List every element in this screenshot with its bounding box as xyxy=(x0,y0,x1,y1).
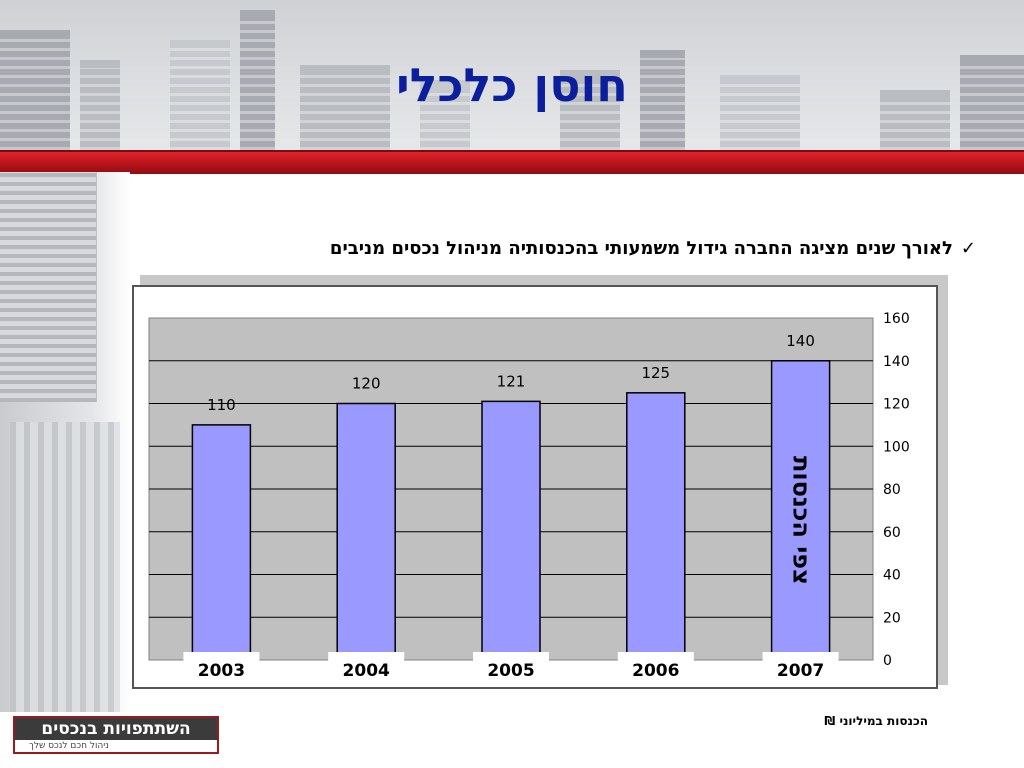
forecast-annotation: צפי הכנסות xyxy=(788,456,816,585)
x-tick-label-background xyxy=(473,652,549,682)
company-logo: השתתפויות בנכסים ניהול חכם לנכס שלך xyxy=(13,716,219,754)
bar-2007 xyxy=(770,360,831,661)
x-tick-label-background xyxy=(183,652,260,682)
bar-2005 xyxy=(481,400,541,661)
x-tick-label-background xyxy=(328,652,405,682)
x-tick-label-background xyxy=(762,652,839,682)
bar-2003 xyxy=(191,424,252,661)
logo-name: השתתפויות בנכסים xyxy=(15,718,217,740)
units-footnote: הכנסות במיליוני ₪ xyxy=(824,714,928,728)
data-label: 121 xyxy=(497,372,526,390)
x-tick-label: 2007 xyxy=(777,661,824,681)
y-tick-label: 160 xyxy=(883,311,910,327)
logo-tagline: ניהול חכם לנכס שלך xyxy=(29,741,109,751)
left-building-background xyxy=(0,172,130,712)
data-label: 110 xyxy=(207,396,236,414)
y-tick-labels: 0 20 40 60 80 100 120 140 160 xyxy=(883,311,910,669)
y-tick-label: 60 xyxy=(883,525,901,541)
bar-2004 xyxy=(336,402,396,661)
bars xyxy=(191,360,831,661)
header-background xyxy=(0,0,1024,150)
chart-frame: 110 120 121 125 140 0 20 40 60 80 100 120 140 160 20… xyxy=(132,285,938,689)
y-tick-label: 100 xyxy=(883,439,910,455)
x-tick-labels: 2003 2004 2005 2006 2007 xyxy=(183,652,839,682)
check-mark-icon: ✓ xyxy=(960,238,976,259)
data-label: 140 xyxy=(786,332,815,350)
data-label: 125 xyxy=(641,364,670,382)
data-label: 120 xyxy=(352,375,381,393)
revenue-bar-chart: 110 120 121 125 140 0 20 40 60 80 100 120 140 160 20… xyxy=(148,311,910,682)
y-tick-label: 0 xyxy=(883,653,892,669)
y-tick-label: 140 xyxy=(883,354,910,370)
slide-title: חוסן כלכלי xyxy=(396,58,628,112)
x-tick-label: 2003 xyxy=(198,661,245,681)
y-tick-label: 40 xyxy=(883,568,901,584)
y-tick-label: 80 xyxy=(883,482,901,498)
x-tick-label: 2004 xyxy=(343,661,390,681)
y-tick-label: 120 xyxy=(883,397,910,413)
bullet-text: ✓ לאורך שנים מציגה החברה גידול משמעותי בה… xyxy=(330,238,976,259)
x-tick-label: 2006 xyxy=(632,661,679,681)
y-tick-label: 20 xyxy=(883,610,901,626)
red-header-band xyxy=(0,150,1024,174)
bullet-label: לאורך שנים מציגה החברה גידול משמעותי בהכ… xyxy=(329,238,953,259)
x-tick-label-background xyxy=(617,652,694,682)
data-labels: 110 120 121 125 140 xyxy=(207,332,815,414)
x-tick-label: 2005 xyxy=(487,661,534,681)
bar-2006 xyxy=(626,392,686,661)
